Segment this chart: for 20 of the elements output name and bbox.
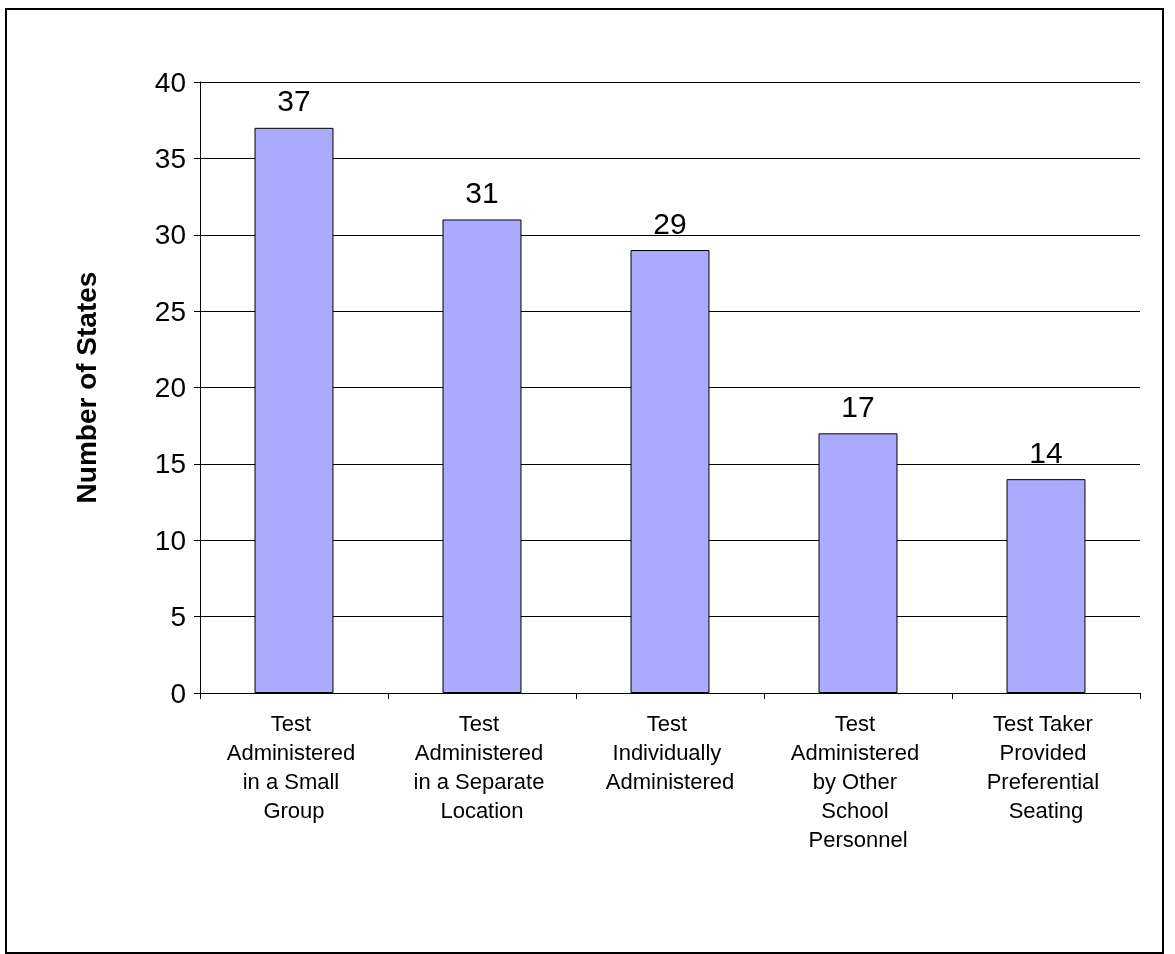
x-tick-label: Test Administered in a Separate Location [413, 711, 551, 823]
data-label: 31 [465, 175, 499, 209]
y-tick-label: 0 [170, 677, 186, 709]
x-tick-label: Test Administered by Other School Personnel [790, 711, 926, 852]
x-tick-label: Test Administered in a Small Group [226, 711, 362, 823]
y-tick-label: 5 [170, 601, 186, 633]
data-label: 17 [841, 389, 875, 423]
y-tick-label: 15 [154, 448, 186, 480]
y-axis-title: Number of States [70, 271, 102, 504]
y-tick-label: 35 [154, 142, 186, 174]
data-label: 29 [653, 206, 687, 240]
y-tick-label: 20 [154, 372, 186, 403]
data-label: 14 [1029, 435, 1063, 469]
data-label: 37 [277, 84, 311, 118]
y-tick-label: 30 [154, 219, 186, 251]
y-tick-label: 25 [154, 295, 186, 327]
y-tick-label: 10 [154, 524, 186, 556]
x-tick-label: Test Taker Provided Preferential Seating [986, 711, 1106, 823]
x-tick-label: Test Individually Administered [605, 711, 735, 794]
y-tick-label: 40 [154, 66, 186, 98]
